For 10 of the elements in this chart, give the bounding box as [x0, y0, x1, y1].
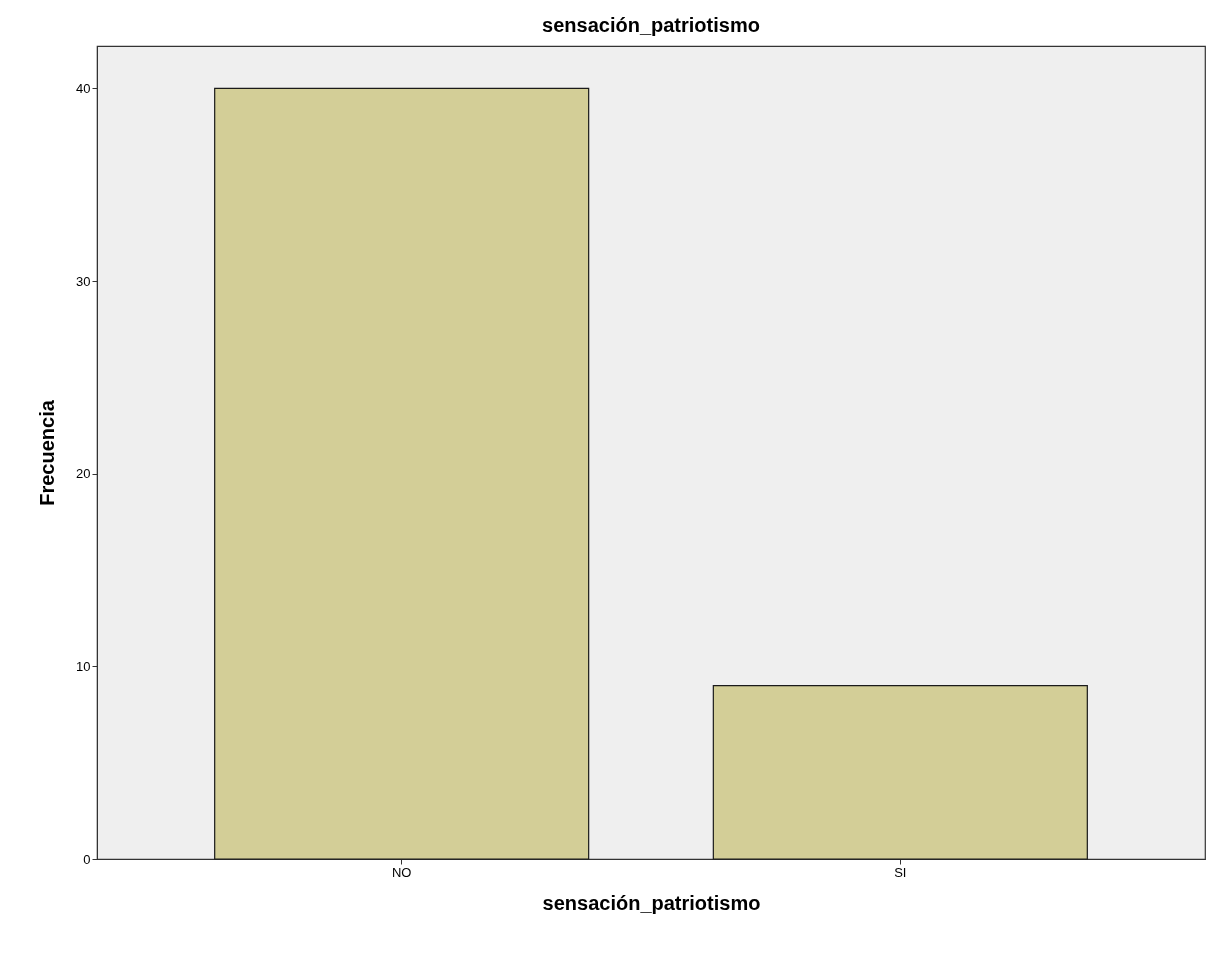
y-tick-label: 10 — [76, 658, 91, 674]
y-tick-label: 0 — [83, 851, 91, 867]
y-tick-label: 20 — [76, 466, 91, 482]
chart-title: sensación_patriotismo — [542, 14, 760, 36]
x-tick-label: SI — [894, 864, 907, 880]
y-tick-label: 30 — [76, 273, 91, 289]
y-tick-label: 40 — [76, 80, 91, 96]
y-axis-title: Frecuencia — [36, 399, 59, 506]
x-axis-title: sensación_patriotismo — [542, 891, 761, 914]
x-tick-label: NO — [391, 864, 412, 880]
